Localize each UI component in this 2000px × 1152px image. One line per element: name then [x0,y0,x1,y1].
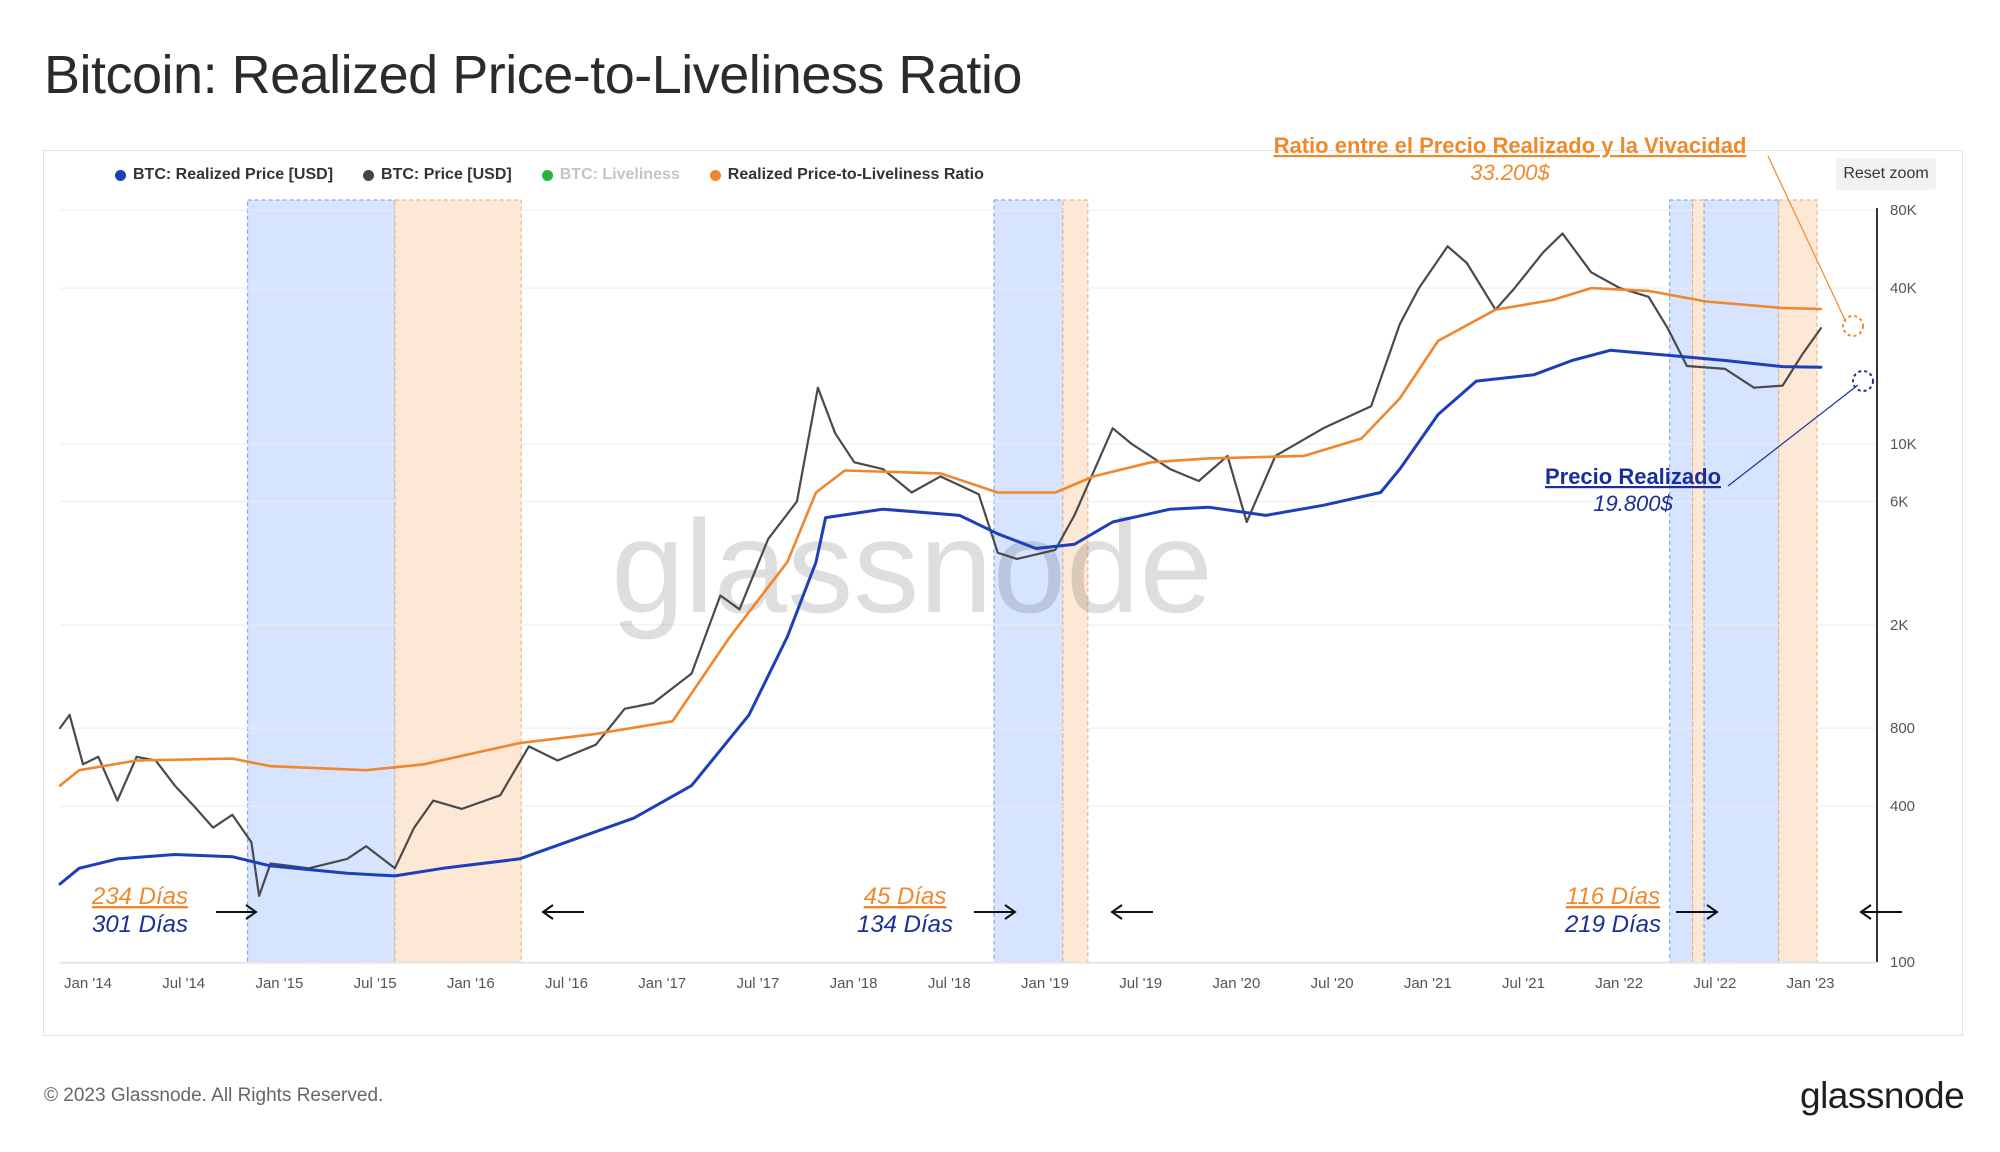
series-line-price [58,232,1822,897]
x-tick-label: Jul '14 [162,975,205,992]
x-tick-label: Jan '20 [1212,975,1260,992]
x-tick-label: Jan '23 [1787,975,1835,992]
legend-item-ratio[interactable]: Realized Price-to-Liveliness Ratio [709,166,984,184]
x-tick-label: Jul '20 [1311,975,1354,992]
legend-dot-realized-price [115,169,126,181]
page-title: Bitcoin: Realized Price-to-Liveliness Ra… [44,45,1022,105]
arrow-right-icon [216,904,258,920]
ratio-marker [1842,315,1864,337]
y-tick-label: 6K [1890,493,1908,510]
orange-band [1778,199,1818,963]
x-tick-label: Jul '22 [1693,975,1736,992]
chart-frame [43,150,1963,1036]
y-tick-label: 80K [1890,202,1917,219]
x-tick-label: Jul '18 [928,975,971,992]
y-tick-label: 800 [1890,720,1915,737]
series-line-ratio [58,286,1823,787]
orange-band [1692,199,1705,963]
legend-label: BTC: Liveliness [559,166,680,183]
orange-band [394,199,522,963]
cycle2-orange-days: 45 Días [864,883,947,910]
realized-annotation-value: 19.800$ [1593,491,1673,516]
arrow-right-icon [974,904,1017,920]
highlight-bands [246,199,1818,963]
ratio-annotation-value: 33.200$ [1470,160,1550,185]
x-tick-label: Jan '15 [255,975,303,992]
cycle2-blue-days: 134 Días [857,911,953,938]
x-tick-label: Jan '14 [64,975,112,992]
y-axis-labels: 80K 40K 10K 6K 2K 800 400 100 [1890,202,1917,971]
cycle1-blue-days: 301 Días [92,911,188,938]
legend-dot-liveliness [541,169,553,181]
legend-label: BTC: Price [USD] [381,166,512,183]
x-tick-label: Jul '19 [1119,975,1162,992]
y-tick-label: 100 [1890,954,1915,971]
x-tick-label: Jul '16 [545,975,588,992]
realized-leader-line [1727,384,1859,487]
x-tick-label: Jan '18 [830,975,878,992]
ratio-leader-line [1767,155,1847,323]
arrow-left-icon [541,904,584,920]
legend-item-price[interactable]: BTC: Price [USD] [363,166,512,184]
y-tick-label: 10K [1890,436,1917,453]
arrow-left-icon [1859,904,1902,920]
y-tick-label: 40K [1890,280,1917,297]
annotations: Ratio entre el Precio Realizado y la Viv… [91,133,1902,938]
x-tick-label: Jan '16 [447,975,495,992]
arrow-left-icon [1110,904,1153,920]
reset-zoom-button[interactable]: Reset zoom [1836,158,1936,190]
legend-item-realized-price[interactable]: BTC: Realized Price [USD] [115,166,333,184]
blue-band [1703,199,1780,963]
x-tick-label: Jan '17 [638,975,686,992]
x-tick-label: Jan '19 [1021,975,1069,992]
x-tick-label: Jul '21 [1502,975,1545,992]
legend-label: BTC: Realized Price [USD] [133,166,334,183]
realized-annotation-label: Precio Realizado [1545,464,1721,489]
cycle3-blue-days: 219 Días [1564,911,1661,938]
orange-band [1062,199,1089,963]
cycle3-orange-days: 116 Días [1566,883,1660,910]
x-tick-label: Jan '22 [1595,975,1643,992]
blue-band [1669,199,1694,963]
arrow-right-icon [1676,904,1719,920]
watermark-text: glassnode [611,493,1213,640]
blue-band [993,199,1064,963]
series-lines [58,232,1823,897]
footer-logo: glassnode [1800,1075,1965,1116]
y-tick-label: 400 [1890,798,1915,815]
legend-dot-price [363,169,375,181]
footer-copyright: © 2023 Glassnode. All Rights Reserved. [44,1085,384,1106]
x-tick-label: Jan '21 [1404,975,1452,992]
legend-label: Realized Price-to-Liveliness Ratio [727,166,984,183]
ratio-annotation-label: Ratio entre el Precio Realizado y la Viv… [1274,133,1747,158]
x-tick-label: Jul '17 [736,975,779,992]
axes [60,208,1878,964]
gridlines [60,209,1877,963]
legend-dot-ratio [709,169,721,181]
realized-marker [1852,370,1874,392]
chart-legend: BTC: Realized Price [USD] BTC: Price [US… [115,166,984,184]
legend-item-liveliness[interactable]: BTC: Liveliness [541,166,680,184]
blue-band [246,199,396,963]
x-tick-label: Jul '15 [354,975,397,992]
y-tick-label: 2K [1890,617,1908,634]
cycle1-orange-days: 234 Días [91,883,188,910]
series-line-realized-price [58,348,1823,886]
x-axis-labels: Jan '14 Jul '14 Jan '15 Jul '15 Jan '16 Jul '… [64,975,1834,992]
